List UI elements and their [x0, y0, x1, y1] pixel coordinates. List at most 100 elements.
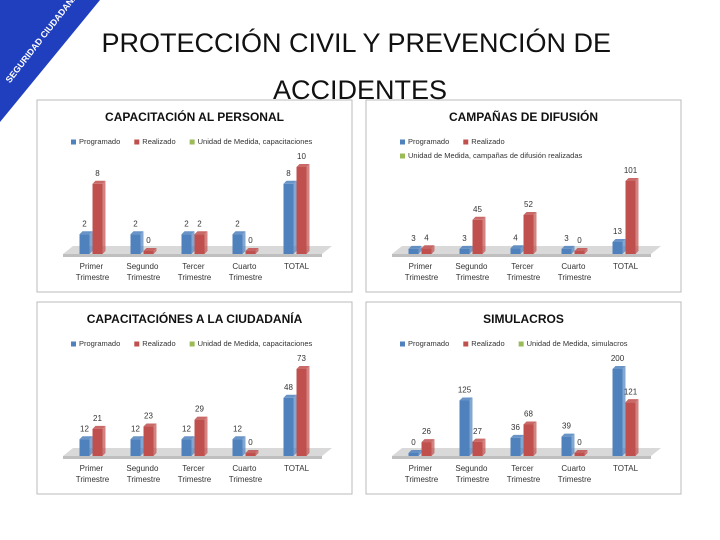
legend-swatch	[463, 341, 469, 347]
data-label: 12	[233, 424, 242, 433]
data-label: 12	[182, 424, 191, 433]
bar-side	[204, 231, 208, 254]
bar	[523, 214, 534, 254]
bar-side	[622, 238, 626, 254]
data-label: 0	[146, 236, 151, 245]
data-label: 125	[458, 386, 472, 395]
data-label: 2	[133, 219, 138, 228]
data-label: 0	[577, 438, 582, 447]
data-label: 101	[624, 166, 638, 175]
data-label: 4	[513, 233, 518, 242]
bar	[561, 436, 572, 456]
bar-top	[612, 366, 626, 369]
bar-top	[194, 231, 208, 235]
bar-top	[574, 248, 588, 251]
x-tick-label: Primer Trimestre	[405, 262, 439, 282]
bar-side	[431, 439, 435, 456]
bar	[92, 183, 103, 254]
bar-top	[296, 164, 310, 167]
bar	[194, 234, 205, 254]
bar	[459, 400, 470, 456]
legend-label: Unidad de Medida, campañas de difusión r…	[408, 151, 583, 160]
legend-label: Realizado	[142, 137, 175, 146]
data-label: 0	[411, 438, 416, 447]
data-label: 0	[577, 236, 582, 245]
bar-top	[459, 397, 473, 401]
x-tick-label: Cuarto Trimestre	[229, 262, 263, 282]
x-tick-label: Tercer Trimestre	[507, 464, 541, 484]
data-label: 2	[82, 219, 87, 228]
bar-top	[245, 450, 259, 453]
bar	[283, 183, 294, 254]
data-label: 10	[297, 152, 306, 161]
data-label: 8	[286, 169, 291, 178]
legend-label: Realizado	[471, 339, 504, 348]
bar-side	[89, 436, 93, 456]
bar	[92, 428, 103, 456]
x-tick-label: Primer Trimestre	[405, 464, 439, 484]
bar	[510, 437, 521, 456]
data-label: 4	[424, 233, 429, 242]
data-label: 3	[564, 234, 569, 243]
bar-top	[625, 178, 639, 181]
legend-label: Realizado	[471, 137, 504, 146]
data-label: 39	[562, 422, 571, 431]
data-label: 2	[197, 219, 202, 228]
data-label: 48	[284, 383, 293, 392]
bar	[130, 439, 141, 456]
bar-side	[191, 436, 195, 456]
x-tick-label: Tercer Trimestre	[507, 262, 541, 282]
x-tick-label: Cuarto Trimestre	[558, 262, 592, 282]
x-tick-label: Cuarto Trimestre	[558, 464, 592, 484]
floor-edge	[392, 254, 651, 257]
bar-top	[181, 231, 195, 235]
bar	[296, 167, 307, 254]
chart: CAPACITACIÓN AL PERSONAL Programado Realiz…	[36, 99, 353, 293]
data-label: 23	[144, 412, 153, 421]
bar-side	[140, 231, 144, 254]
x-tick-label: TOTAL	[284, 262, 310, 271]
legend-swatch	[518, 341, 524, 347]
bar-side	[89, 231, 93, 254]
slide-title: PROTECCIÓN CIVIL Y PREVENCIÓN DE ACCIDEN…	[101, 27, 618, 105]
x-tick-label: TOTAL	[613, 262, 639, 271]
data-label: 8	[95, 169, 100, 178]
bar-top	[194, 416, 208, 420]
bar	[612, 369, 623, 456]
bar-top	[181, 436, 195, 440]
bar-top	[79, 436, 93, 440]
legend-swatch	[134, 341, 140, 347]
chart-title: SIMULACROS	[483, 312, 564, 326]
data-label: 2	[235, 219, 240, 228]
x-tick-label: Tercer Trimestre	[178, 262, 212, 282]
bar-top	[232, 231, 246, 235]
bar	[79, 439, 90, 456]
data-label: 26	[422, 427, 431, 436]
data-label: 73	[297, 354, 306, 363]
bar-side	[520, 434, 524, 456]
chart: CAPACITACIÓNES A LA CIUDADANÍA Programado…	[36, 301, 353, 495]
bar	[232, 439, 243, 456]
bar-side	[584, 450, 588, 456]
data-label: 2	[184, 219, 189, 228]
legend-swatch	[189, 341, 195, 347]
floor-edge	[63, 456, 322, 459]
bar-side	[571, 433, 575, 456]
bar-side	[153, 423, 157, 456]
data-label: 3	[462, 234, 467, 243]
bar-top	[408, 245, 422, 249]
bar-top	[561, 245, 575, 249]
bar-side	[482, 216, 486, 254]
chart: CAMPAÑAS DE DIFUSIÓN Programado Realizado U…	[365, 99, 682, 293]
bar-side	[418, 245, 422, 254]
bar-side	[635, 178, 639, 254]
data-label: 12	[80, 424, 89, 433]
bar	[574, 453, 585, 456]
data-label: 27	[473, 427, 482, 436]
bar-top	[510, 245, 524, 249]
bar-top	[130, 436, 144, 440]
bar-top	[143, 423, 157, 427]
x-tick-label: Cuarto Trimestre	[229, 464, 263, 484]
bar-side	[306, 164, 310, 254]
bar	[245, 251, 256, 254]
